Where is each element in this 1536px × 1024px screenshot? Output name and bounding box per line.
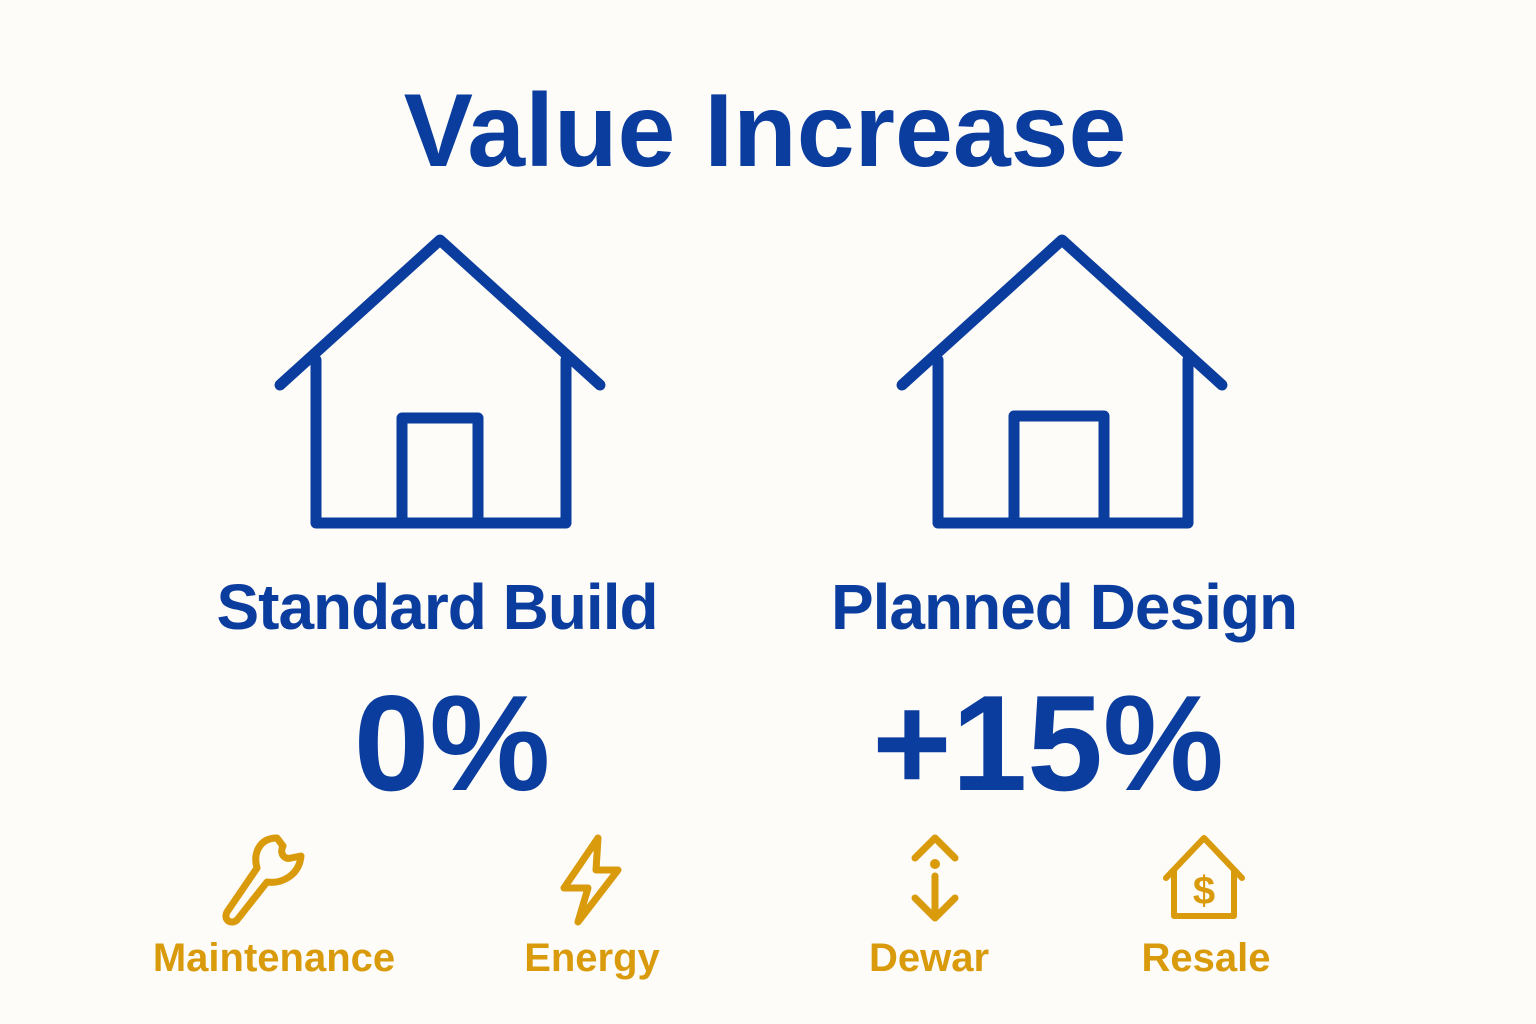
house-icon [896, 234, 1228, 529]
factor-resale: Resale [1141, 936, 1271, 980]
factor-maintenance: Maintenance [152, 936, 396, 980]
up-down-arrow-icon [911, 834, 959, 922]
standard-build-value: 0% [353, 667, 551, 819]
factor-energy: Energy [524, 936, 660, 980]
svg-text:$: $ [1193, 869, 1215, 913]
factor-dewar: Dewar [868, 936, 990, 980]
planned-design-label: Planned Design [830, 571, 1298, 643]
lightning-icon [560, 834, 622, 926]
planned-design-value: +15% [872, 667, 1224, 819]
wrench-icon [222, 834, 305, 926]
house-icon [274, 234, 606, 529]
page-title: Value Increase [403, 73, 1127, 189]
standard-build-label: Standard Build [216, 571, 658, 643]
house-dollar-icon: $ [1163, 835, 1245, 919]
